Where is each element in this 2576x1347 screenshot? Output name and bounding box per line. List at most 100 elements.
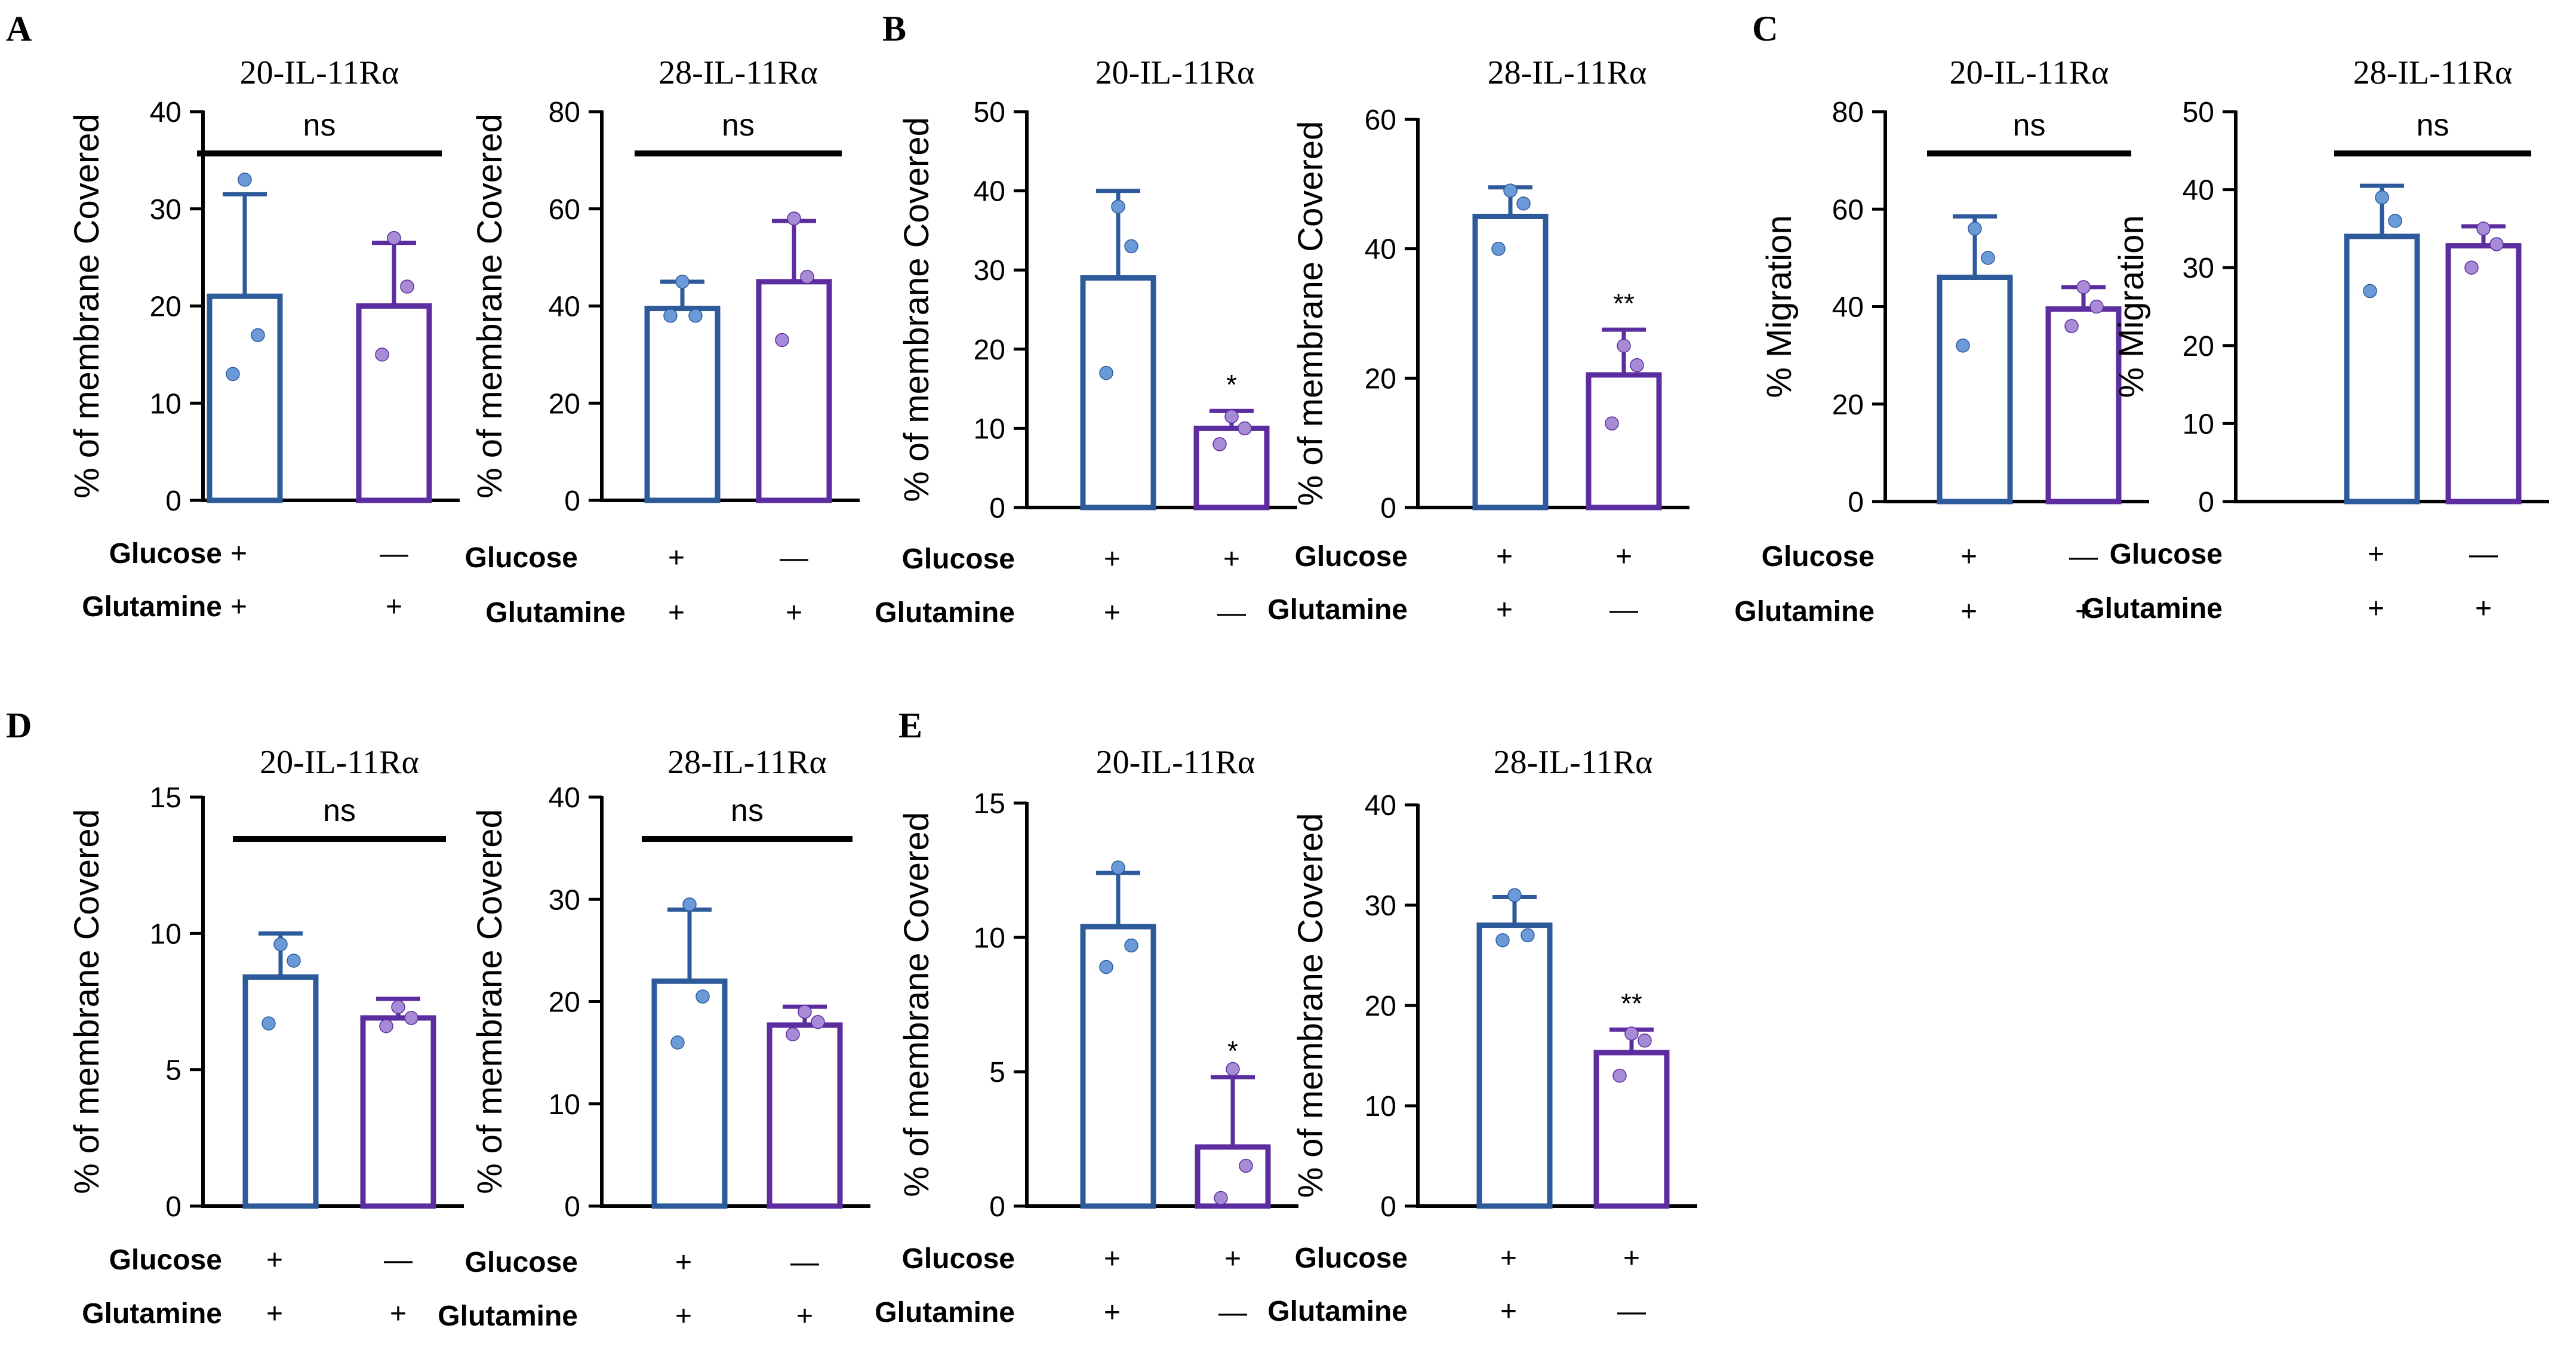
glucose-value: + [1223,543,1240,575]
bar [356,303,432,503]
bar [1937,275,2013,505]
data-point [226,367,240,382]
data-point [251,328,265,343]
data-point [1630,358,1644,373]
glutamine-value: + [1104,1297,1121,1328]
data-point [1124,938,1138,953]
data-point [387,230,401,245]
data-point [2476,222,2491,236]
data-point [675,275,690,289]
glucose-value: + [1961,541,1977,573]
chart-a1: 20-IL-11Rα % of membrane Covered 0 10 20 30 40… [67,54,460,623]
chart-b1: 20-IL-11Rα % of membrane Covered 0 10 20 30 40… [875,54,1297,629]
significance-label: ns [731,794,764,828]
glutamine-row-label: Glutamine [1267,594,1408,626]
glucose-value: + [1623,1243,1640,1274]
y-tick-label: 5 [989,1057,1005,1088]
y-tick-label: 20 [549,388,580,420]
y-tick-label: 20 [1365,363,1396,395]
glucose-value: + [266,1244,283,1276]
y-axis-label: % of membrane Covered [897,117,936,502]
glutamine-value: + [1961,596,1977,628]
data-point [1226,1062,1240,1077]
y-tick-label: 10 [2183,408,2214,440]
y-tick-label: 50 [974,97,1005,128]
data-point [1491,241,1506,256]
glucose-value: + [1104,543,1121,575]
data-point [1981,251,1995,265]
glutamine-value: — [1218,1297,1247,1328]
bar [1593,1050,1670,1209]
chart-d2: 28-IL-11Rα % of membrane Covered 0 10 20 30 40… [438,744,870,1332]
glucose-row-label: Glucose [1295,1243,1408,1274]
data-point [379,1019,393,1034]
y-tick-label: 20 [2183,331,2214,362]
y-tick-label: 40 [549,291,580,323]
bar [1195,1144,1271,1209]
chart-b2: 28-IL-11Rα % of membrane Covered 0 20 40 60 **… [1267,54,1689,626]
glucose-value: — [2469,539,2498,570]
y-tick-label: 20 [150,291,181,323]
chart-c1: 20-IL-11Rα % Migration 0 20 40 60 80 ns Glucose G… [1734,54,2149,628]
y-tick-label: 0 [1848,487,1864,518]
glutamine-row-label: Glutamine [2082,593,2223,625]
bar [1193,425,1270,510]
y-tick-label: 40 [2183,175,2214,207]
glutamine-row-label: Glutamine [1267,1296,1408,1327]
glutamine-row-label: Glutamine [875,597,1015,629]
glutamine-value: + [2075,596,2092,628]
chart-title: 20-IL-11Rα [1096,744,1255,781]
y-tick-label: 40 [1365,234,1396,266]
glucose-row-label: Glucose [1295,541,1408,573]
y-tick-label: 0 [1380,493,1396,524]
data-point [1624,1026,1639,1041]
y-tick-label: 60 [1365,104,1396,136]
significance-label: ns [323,794,356,828]
y-tick-label: 40 [150,97,181,128]
glutamine-value: + [1500,1296,1517,1327]
glutamine-value: + [386,591,402,623]
glucose-row-label: Glucose [465,542,578,574]
significance-label: ** [1613,288,1635,319]
glutamine-value: + [796,1300,813,1332]
data-point [2064,319,2079,333]
glucose-value: + [668,542,685,574]
glutamine-value: + [675,1300,692,1332]
y-axis-label: % of membrane Covered [470,113,509,499]
data-point [1617,339,1631,353]
significance-label: * [1226,369,1237,400]
glucose-value: — [384,1244,413,1276]
bar [1586,372,1662,510]
y-tick-label: 30 [1365,890,1396,922]
data-point [1605,416,1619,430]
chart-e1: 20-IL-11Rα % of membrane Covered 0 5 10 15 * Gl… [875,744,1298,1328]
significance-label: ns [2013,108,2046,143]
data-point [1214,1191,1228,1205]
bar [2344,233,2420,505]
y-axis-label: % Migration [2112,215,2151,398]
bar [1080,275,1156,510]
glutamine-value: — [1617,1296,1646,1327]
y-axis-label: % of membrane Covered [897,812,936,1197]
y-tick-label: 15 [150,782,181,814]
glucose-value: + [230,538,247,570]
y-tick-label: 20 [549,987,580,1019]
bar [1472,214,1549,510]
data-point [2375,190,2389,205]
bar [767,1022,843,1209]
bar [207,293,283,503]
y-tick-label: 0 [564,485,580,517]
data-point [2464,260,2479,275]
data-point [688,309,703,323]
significance-label: * [1227,1035,1238,1066]
significance-label: ** [1621,988,1642,1019]
y-tick-label: 40 [1832,292,1864,324]
chart-title: 20-IL-11Rα [1950,54,2109,91]
glutamine-value: + [390,1298,407,1330]
data-point [404,1011,418,1025]
chart-title: 28-IL-11Rα [1494,744,1653,781]
y-tick-label: 60 [1832,194,1864,226]
chart-c2: 28-IL-11Rα % Migration 0 10 20 30 40 50 ns Glucos… [2082,54,2549,625]
glutamine-value: + [1496,594,1513,626]
y-tick-label: 50 [2183,97,2214,128]
